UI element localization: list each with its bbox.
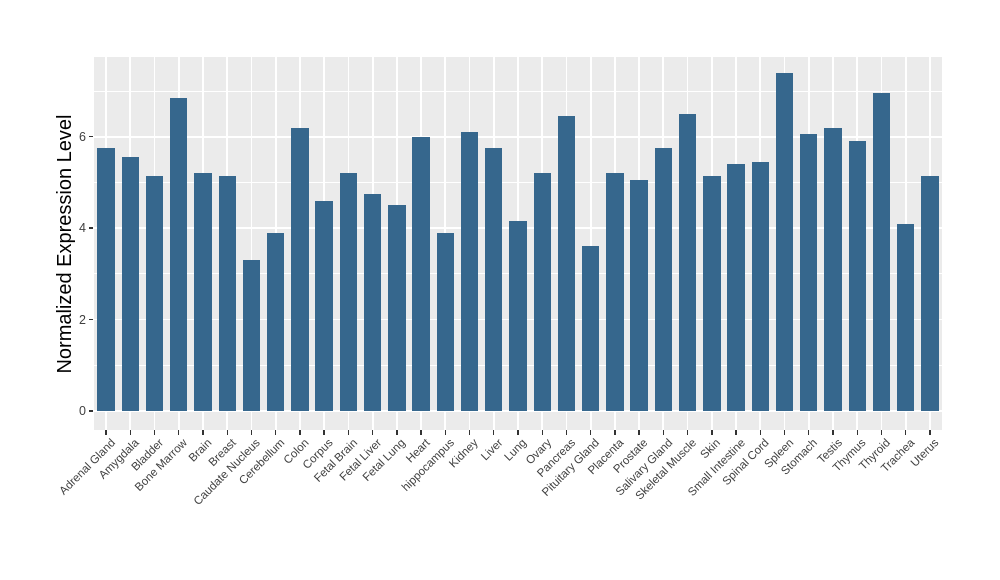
bar <box>581 246 600 411</box>
x-tick-mark <box>468 430 471 435</box>
x-tick-mark <box>541 430 543 435</box>
bar <box>242 260 261 411</box>
bar <box>194 173 212 411</box>
x-tick-mark <box>589 430 592 435</box>
x-tick-mark <box>517 430 519 435</box>
x-tick-mark <box>493 430 495 435</box>
bar <box>170 97 188 411</box>
bar <box>800 134 818 411</box>
bar <box>97 148 115 411</box>
bar <box>291 127 309 411</box>
bar <box>533 173 551 411</box>
y-axis-title: Normalized Expression Level <box>54 114 76 374</box>
bar <box>267 232 285 411</box>
y-tick-label: 2 <box>79 312 86 327</box>
y-tick-label: 0 <box>79 404 86 418</box>
bar <box>218 175 236 411</box>
x-tick-mark <box>371 430 374 435</box>
bar <box>315 200 333 411</box>
bar <box>775 72 794 411</box>
x-tick-mark <box>711 430 713 435</box>
bar <box>339 173 358 411</box>
x-tick-mark <box>856 430 858 435</box>
bar <box>145 175 164 411</box>
x-tick-mark <box>347 430 350 435</box>
x-tick-mark <box>832 430 834 435</box>
x-tick-mark <box>880 430 883 435</box>
bar <box>436 232 454 411</box>
x-tick-mark <box>105 430 107 435</box>
x-tick-mark <box>299 430 301 435</box>
x-tick-mark <box>323 430 325 435</box>
x-tick-mark <box>250 430 253 435</box>
x-tick-mark <box>904 430 907 435</box>
bar <box>727 164 745 411</box>
bar <box>678 113 697 411</box>
x-tick-mark <box>686 430 689 435</box>
x-tick-mark <box>662 430 665 435</box>
x-tick-mark <box>614 430 616 435</box>
x-tick-mark <box>565 430 568 435</box>
bar <box>557 116 576 411</box>
x-tick-mark <box>444 430 446 435</box>
vertical-gridline <box>250 57 253 430</box>
plot-panel <box>94 57 942 430</box>
x-tick-mark <box>129 430 132 435</box>
bar <box>121 157 140 411</box>
bar <box>388 205 406 411</box>
x-tick-mark <box>783 430 786 435</box>
x-tick-mark <box>396 430 398 435</box>
y-tick-mark <box>88 410 93 412</box>
bar <box>751 161 769 411</box>
x-tick-mark <box>420 430 422 435</box>
x-tick-mark <box>153 430 156 435</box>
bar <box>606 173 624 411</box>
y-tick-label: 4 <box>79 221 86 236</box>
x-tick-mark <box>275 430 277 435</box>
bar <box>654 148 673 411</box>
vertical-gridline <box>589 57 592 430</box>
y-tick-mark <box>88 318 93 321</box>
bar <box>460 132 479 411</box>
bar <box>703 175 721 411</box>
y-tick-mark <box>88 135 93 138</box>
bar <box>412 136 430 411</box>
x-tick-mark <box>735 430 737 435</box>
bar <box>921 175 939 411</box>
x-tick-mark <box>759 430 761 435</box>
x-tick-mark <box>638 430 640 435</box>
bar <box>363 193 382 411</box>
bar <box>848 141 866 411</box>
x-tick-mark <box>178 430 180 435</box>
x-tick-mark <box>808 430 810 435</box>
bar <box>872 93 891 411</box>
x-tick-mark <box>226 430 228 435</box>
bar <box>630 180 648 411</box>
x-tick-mark <box>929 430 931 435</box>
x-tick-mark <box>202 430 204 435</box>
bar <box>509 221 527 411</box>
y-tick-label: 6 <box>79 129 86 144</box>
bar <box>824 127 842 411</box>
bar <box>485 148 503 411</box>
bar <box>896 223 915 411</box>
y-tick-mark <box>88 227 93 229</box>
